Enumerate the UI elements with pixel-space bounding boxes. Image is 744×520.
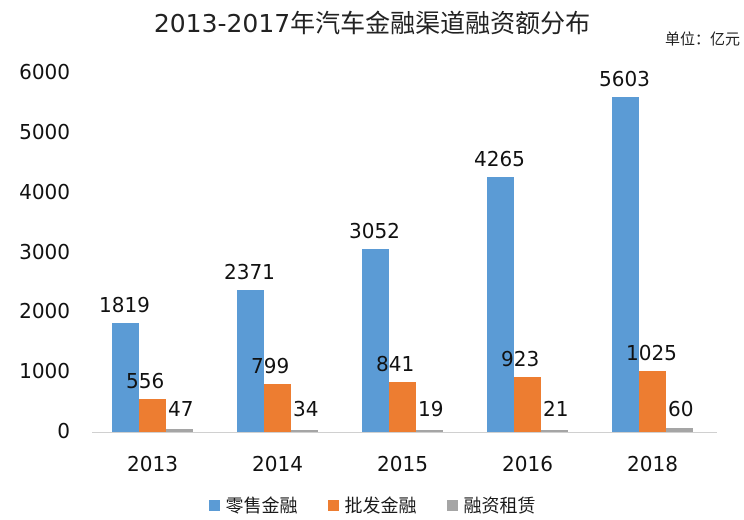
y-tick-label: 2000 (19, 299, 70, 324)
x-tick-label: 2018 (627, 452, 678, 476)
bar-retail-2013 (112, 323, 139, 432)
data-label-retail: 1819 (99, 293, 150, 318)
bar-wholesale-2018 (639, 370, 666, 432)
bar-retail-2018 (612, 96, 639, 432)
legend-item-retail: 零售金融 (208, 492, 298, 518)
data-label-wholesale: 556 (126, 368, 165, 393)
bar-retail-2015 (362, 249, 389, 432)
data-label-leasing: 47 (168, 397, 194, 421)
y-tick-label: 0 (57, 419, 70, 443)
data-label-leasing: 34 (293, 397, 319, 421)
bar-leasing-2013 (166, 429, 193, 432)
y-tick-label: 5000 (19, 119, 70, 144)
data-label-retail: 3052 (349, 219, 400, 244)
data-label-wholesale: 1025 (626, 340, 677, 365)
data-label-retail: 2371 (224, 260, 275, 285)
chart-title: 2013-2017年汽车金融渠道融资额分布 (153, 9, 591, 38)
legend-label-retail: 零售金融 (225, 496, 298, 517)
bar-leasing-2015 (416, 430, 443, 432)
bar-wholesale-2015 (389, 381, 416, 432)
x-tick-label: 2016 (502, 452, 553, 476)
x-tick-label: 2015 (377, 452, 428, 476)
bar-retail-2016 (487, 176, 514, 432)
legend-swatch-wholesale (327, 499, 339, 511)
bar-leasing-2014 (291, 429, 318, 432)
bar-leasing-2016 (541, 430, 568, 432)
y-tick-label: 4000 (19, 179, 70, 204)
unit-label: 单位：亿元 (664, 30, 740, 48)
bar-wholesale-2014 (264, 384, 291, 432)
data-label-retail: 4265 (474, 146, 525, 171)
data-label-wholesale: 799 (251, 354, 290, 379)
legend-item-wholesale: 批发金融 (327, 492, 417, 518)
x-axis-line (92, 432, 717, 433)
y-tick-label: 6000 (19, 60, 70, 84)
data-label-wholesale: 923 (501, 346, 540, 371)
legend: 零售金融 批发金融 融资租赁 (0, 492, 744, 518)
y-tick-label: 3000 (19, 239, 70, 264)
data-label-leasing: 21 (543, 397, 569, 421)
bar-retail-2014 (237, 290, 264, 432)
data-label-leasing: 19 (418, 397, 444, 421)
legend-swatch-leasing (446, 499, 458, 511)
bar-wholesale-2013 (139, 398, 166, 432)
data-label-wholesale: 841 (376, 351, 415, 376)
legend-swatch-retail (208, 499, 220, 511)
bar-leasing-2018 (666, 428, 693, 432)
x-tick-label: 2014 (252, 452, 303, 476)
data-label-leasing: 60 (668, 397, 694, 421)
bar-wholesale-2016 (514, 376, 541, 432)
legend-label-wholesale: 批发金融 (344, 496, 417, 517)
legend-label-leasing: 融资租赁 (463, 496, 536, 517)
y-tick-label: 1000 (19, 359, 70, 384)
x-tick-label: 2013 (127, 452, 178, 476)
legend-item-leasing: 融资租赁 (446, 492, 536, 518)
data-label-retail: 5603 (599, 66, 650, 91)
